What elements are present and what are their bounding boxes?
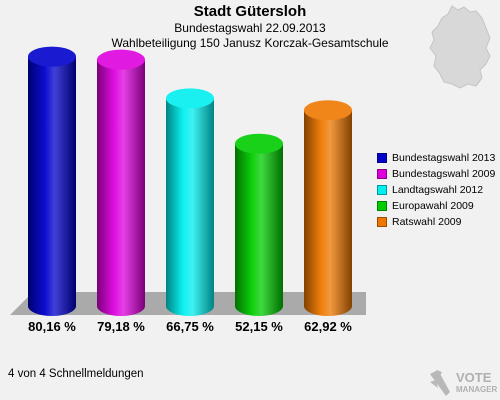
- vote-manager-logo-icon: VOTE MANAGER: [430, 370, 498, 396]
- bar-body: [28, 56, 76, 316]
- chart-bar: [304, 100, 352, 316]
- germany-map-icon: [429, 5, 491, 89]
- bar-top: [97, 49, 145, 70]
- legend-item: Bundestagswahl 2009: [377, 166, 495, 182]
- legend-label: Ratswahl 2009: [392, 216, 462, 228]
- chart-title: Stadt Gütersloh: [193, 3, 307, 20]
- legend-item: Europawahl 2009: [377, 198, 495, 214]
- legend-label: Bundestagswahl 2013: [392, 152, 496, 164]
- legend-swatch: [377, 153, 387, 163]
- bar-body: [97, 59, 145, 316]
- chart-bar: [28, 46, 76, 316]
- bar-top: [304, 100, 352, 121]
- bar-value-label: 62,92 %: [304, 319, 352, 334]
- chart-header: Stadt Gütersloh Bundestagswahl 22.09.201…: [0, 3, 500, 51]
- bar-body: [166, 98, 214, 316]
- logo-text-line2: MANAGER: [456, 385, 498, 394]
- chart-bar: [235, 133, 283, 316]
- legend-label: Europawahl 2009: [392, 200, 474, 212]
- chart-subtitle-date: Bundestagswahl 22.09.2013: [174, 21, 326, 35]
- legend-swatch: [377, 169, 387, 179]
- chart-subtitle-location: Wahlbeteiligung 150 Janusz Korczak-Gesam…: [111, 36, 389, 50]
- legend-swatch: [377, 185, 387, 195]
- legend-item: Landtagswahl 2012: [377, 182, 495, 198]
- bar-value-label: 80,16 %: [28, 319, 76, 334]
- logo-text-line1: VOTE: [456, 370, 492, 385]
- bar-body: [304, 110, 352, 316]
- legend-label: Bundestagswahl 2009: [392, 168, 496, 180]
- bar-body: [235, 143, 283, 316]
- legend-swatch: [377, 217, 387, 227]
- legend-label: Landtagswahl 2012: [392, 184, 484, 196]
- legend: Bundestagswahl 2013 Bundestagswahl 2009 La…: [377, 150, 495, 230]
- bar-value-label: 66,75 %: [166, 319, 214, 334]
- bar-value-label: 52,15 %: [235, 319, 283, 334]
- legend-item: Ratswahl 2009: [377, 214, 495, 230]
- footer-status: 4 von 4 Schnellmeldungen: [8, 368, 144, 380]
- bar-top: [28, 46, 76, 67]
- chart-bar: [166, 88, 214, 316]
- bar-top: [235, 133, 283, 154]
- bar-value-label: 79,18 %: [97, 319, 145, 334]
- legend-swatch: [377, 201, 387, 211]
- bar-top: [166, 88, 214, 109]
- legend-item: Bundestagswahl 2013: [377, 150, 495, 166]
- chart-bar: [97, 49, 145, 316]
